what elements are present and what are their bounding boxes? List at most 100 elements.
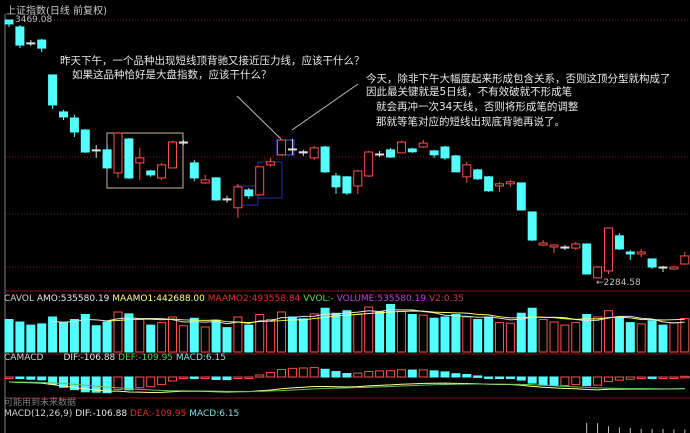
candle[interactable] <box>614 233 624 251</box>
macd-bar <box>462 373 472 378</box>
candle-body <box>298 151 308 154</box>
candle[interactable] <box>102 145 112 170</box>
candle[interactable] <box>505 179 515 187</box>
macd-bar <box>298 367 308 378</box>
candle[interactable] <box>277 138 286 156</box>
candle[interactable] <box>571 241 581 251</box>
macd-bar <box>505 376 515 379</box>
candle[interactable] <box>375 150 385 158</box>
candle[interactable] <box>462 161 472 183</box>
candle[interactable] <box>320 145 330 173</box>
pointer-line <box>236 95 282 140</box>
volume-bar <box>91 325 101 353</box>
annotation-text: 就会再冲一次34天线，否则将形成笔的调整 <box>376 101 579 113</box>
candle[interactable] <box>342 175 352 195</box>
candle[interactable] <box>287 138 297 155</box>
candle[interactable] <box>582 243 592 275</box>
macd-bar <box>211 376 221 380</box>
annotation-text: 如果这品种恰好是大盘指数，应该干什么？ <box>72 69 272 81</box>
candle-body <box>418 142 428 148</box>
candle[interactable] <box>15 25 25 49</box>
candle[interactable] <box>407 147 417 153</box>
candle[interactable] <box>647 258 657 269</box>
candle[interactable] <box>309 145 319 160</box>
candle[interactable] <box>560 245 570 251</box>
dif2-value: DIF:-106.88 <box>75 409 128 419</box>
volume-bar <box>48 316 58 353</box>
candle[interactable] <box>396 140 406 154</box>
amo-value: AMO:535580.19 <box>36 294 110 304</box>
candle[interactable] <box>353 169 363 194</box>
candle[interactable] <box>429 149 439 158</box>
candle[interactable] <box>625 250 635 260</box>
candle[interactable] <box>113 131 123 178</box>
candle[interactable] <box>538 240 548 247</box>
candle-body <box>549 244 559 248</box>
candle[interactable] <box>473 168 483 180</box>
candle[interactable] <box>48 74 58 110</box>
candle[interactable] <box>364 150 374 177</box>
macd-bar <box>495 376 504 379</box>
candle[interactable] <box>636 248 646 257</box>
candle[interactable] <box>331 172 341 194</box>
candle[interactable] <box>516 182 526 211</box>
candle[interactable] <box>440 145 450 160</box>
candle[interactable] <box>484 175 494 192</box>
macd-bar <box>429 370 439 378</box>
candle[interactable] <box>244 187 254 199</box>
candle[interactable] <box>527 211 537 242</box>
candle[interactable] <box>26 40 36 46</box>
candle[interactable] <box>255 166 265 196</box>
macd-bar <box>48 376 58 385</box>
volume-bar <box>451 314 461 353</box>
candle[interactable] <box>495 181 504 192</box>
candle[interactable] <box>200 174 210 184</box>
candle[interactable] <box>658 265 668 273</box>
volume-bar <box>189 317 199 353</box>
macd-bar <box>375 370 385 378</box>
candle[interactable] <box>135 147 145 180</box>
candle[interactable] <box>59 109 68 120</box>
macd-bar <box>571 376 581 386</box>
volume-bar <box>113 311 123 353</box>
candle[interactable] <box>91 145 101 158</box>
volume-bar <box>440 316 450 353</box>
candle[interactable] <box>157 162 167 180</box>
candle[interactable] <box>386 147 395 158</box>
candle[interactable] <box>266 157 276 167</box>
candle-body <box>353 170 363 187</box>
macd-indicator-name: CAMACD <box>4 353 44 363</box>
candle[interactable] <box>549 244 559 254</box>
vvol-value: VVOL:- <box>303 294 334 304</box>
candle[interactable] <box>233 183 243 219</box>
candle[interactable] <box>298 149 308 156</box>
volume-bar <box>102 321 112 353</box>
volume-bar <box>287 316 297 353</box>
candle-body <box>233 186 243 209</box>
candle[interactable] <box>146 169 156 177</box>
macd-bar <box>516 376 526 381</box>
candle[interactable] <box>451 154 461 173</box>
volume-bar <box>80 314 90 353</box>
candle[interactable] <box>37 38 47 53</box>
candle[interactable] <box>4 19 14 27</box>
annotation-text: 因此最关键就是5日线，不有效破就不形成笔 <box>366 86 573 98</box>
candle-body <box>168 141 177 169</box>
candle[interactable] <box>178 140 188 146</box>
candle[interactable] <box>168 140 177 169</box>
candle[interactable] <box>211 176 221 201</box>
candle-body <box>189 162 199 179</box>
volume-bar <box>211 319 221 353</box>
candle[interactable] <box>222 195 232 203</box>
candle[interactable] <box>669 265 679 270</box>
candle[interactable] <box>189 159 199 181</box>
volume-bar <box>614 316 624 353</box>
candle[interactable] <box>80 128 90 153</box>
candle[interactable] <box>418 140 428 148</box>
candle[interactable] <box>124 138 134 179</box>
candle[interactable] <box>680 251 690 265</box>
candle[interactable] <box>69 114 79 137</box>
candle[interactable] <box>593 265 603 279</box>
candle[interactable] <box>604 227 613 274</box>
